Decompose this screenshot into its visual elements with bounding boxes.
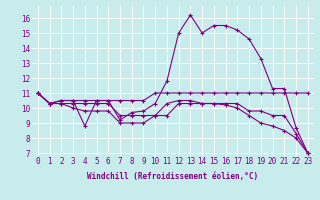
X-axis label: Windchill (Refroidissement éolien,°C): Windchill (Refroidissement éolien,°C) — [87, 172, 258, 181]
